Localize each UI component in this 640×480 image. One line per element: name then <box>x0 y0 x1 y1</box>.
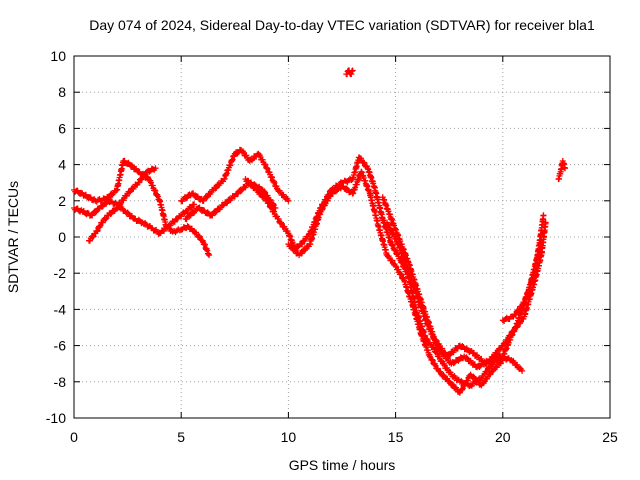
x-tick-label: 20 <box>495 429 511 445</box>
y-tick-label: -10 <box>46 410 66 426</box>
series-track-l <box>555 158 568 183</box>
data-point-markers <box>499 212 547 324</box>
plot-frame <box>73 55 611 419</box>
y-tick-label: 10 <box>50 48 66 64</box>
data-point-markers <box>71 157 213 259</box>
y-axis-label: SDTVAR / TECUs <box>5 181 21 293</box>
series-track-a <box>71 157 213 259</box>
series-track-f <box>242 154 549 390</box>
x-tick-label: 10 <box>281 429 297 445</box>
y-tick-labels: 10 8 6 4 2 0 -2 -4 -6 -8 -10 <box>46 48 66 426</box>
data-point-markers <box>555 158 568 183</box>
grid <box>74 56 610 418</box>
y-tick-label: 4 <box>58 157 66 173</box>
y-tick-label: -6 <box>54 338 67 354</box>
series-track-g <box>285 168 506 396</box>
series-track-c <box>86 165 159 244</box>
series-track-d <box>178 146 292 205</box>
x-tick-label: 5 <box>177 429 185 445</box>
y-tick-label: 6 <box>58 120 66 136</box>
data-point-markers <box>343 67 356 78</box>
y-tick-label: -2 <box>54 265 67 281</box>
x-tick-label: 15 <box>388 429 404 445</box>
x-tick-label: 25 <box>602 429 618 445</box>
data-point-markers <box>178 146 292 205</box>
y-tick-label: 0 <box>58 229 66 245</box>
x-tick-label: 0 <box>70 429 78 445</box>
y-tick-label: 2 <box>58 193 66 209</box>
series-track-k <box>343 67 356 78</box>
data-points <box>71 67 568 396</box>
y-tick-label: -8 <box>54 374 67 390</box>
x-tick-labels: 0 5 10 15 20 25 <box>70 429 618 445</box>
data-point-markers <box>242 154 549 390</box>
chart-title: Day 074 of 2024, Sidereal Day-to-day VTE… <box>89 17 595 33</box>
series-track-j <box>499 212 547 324</box>
data-point-markers <box>285 168 506 396</box>
x-axis-label: GPS time / hours <box>289 457 396 473</box>
series-track-b <box>71 197 198 237</box>
y-tick-label: -4 <box>54 301 67 317</box>
data-point-markers <box>71 197 198 237</box>
y-tick-label: 8 <box>58 84 66 100</box>
data-point-markers <box>86 165 159 244</box>
